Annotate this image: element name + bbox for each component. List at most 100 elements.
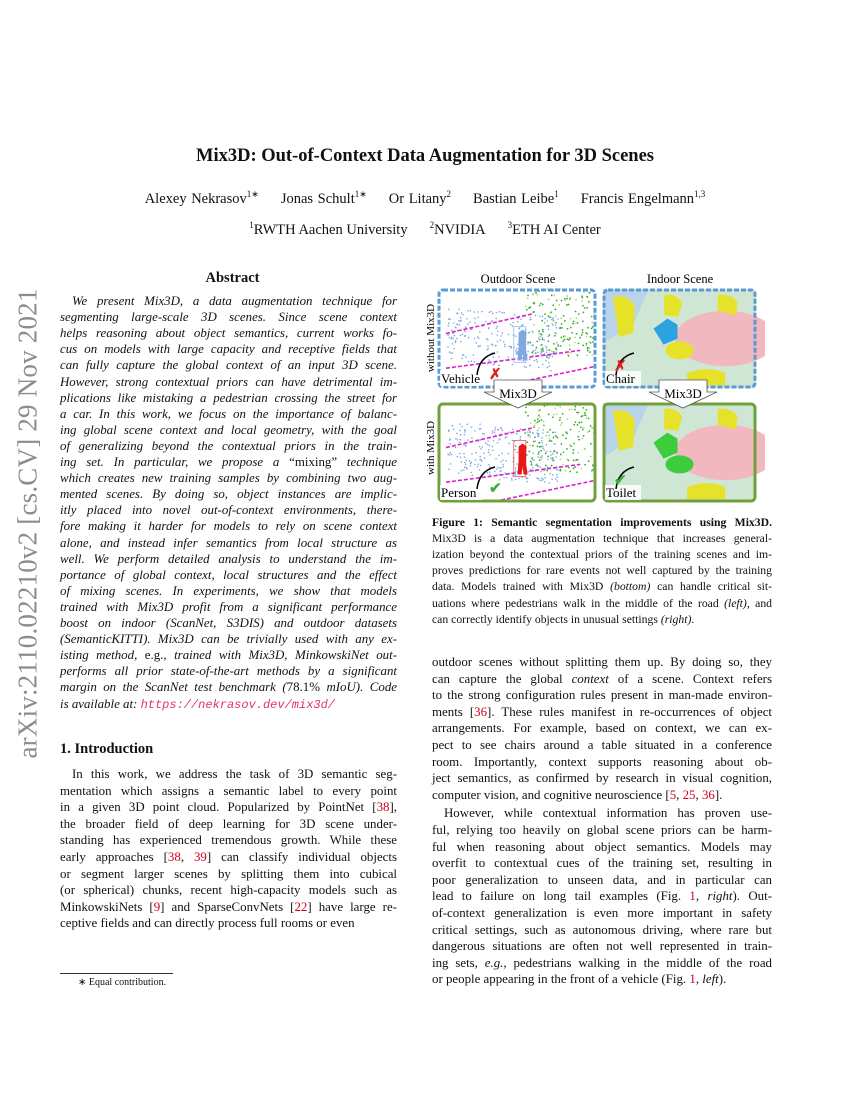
- vegetation-point: [531, 458, 534, 461]
- vehicle-point: [554, 331, 556, 334]
- vehicle-point: [534, 440, 536, 442]
- vegetation-point: [528, 433, 531, 436]
- vegetation-point: [589, 455, 592, 458]
- vehicle-point: [537, 366, 540, 369]
- vehicle-point: [480, 459, 482, 461]
- chair: [613, 410, 635, 451]
- vehicle-point: [499, 438, 501, 440]
- vegetation-point: [591, 469, 593, 472]
- vehicle-point: [548, 361, 550, 364]
- vehicle-point: [528, 364, 531, 367]
- vegetation-point: [532, 292, 535, 295]
- vehicle-point: [487, 347, 489, 350]
- vehicle-point: [551, 453, 554, 455]
- vehicle-point: [474, 430, 476, 432]
- vegetation-point: [585, 342, 588, 345]
- vegetation-point: [568, 348, 571, 351]
- vegetation-point: [534, 352, 537, 355]
- vehicle-point: [495, 317, 497, 320]
- vegetation-point: [540, 445, 542, 448]
- vehicle-point: [511, 428, 514, 431]
- vegetation-point: [542, 420, 545, 423]
- vehicle-point: [450, 336, 453, 339]
- text-line: poor generalization to unseen data, and …: [432, 872, 772, 887]
- vegetation-point: [559, 345, 562, 347]
- vehicle-point: [547, 335, 550, 338]
- vegetation-point: [574, 421, 577, 424]
- vegetation-point: [569, 296, 572, 299]
- text-line: critical settings, such as autonomous dr…: [432, 922, 772, 937]
- vehicle-point: [529, 430, 531, 433]
- vehicle-point: [464, 428, 466, 431]
- vehicle-point: [464, 444, 467, 447]
- table: [674, 424, 765, 481]
- vehicle-point: [508, 345, 511, 348]
- vehicle-point: [498, 478, 501, 481]
- vehicle-point: [511, 479, 513, 481]
- text-line: ments [36]. These rules manifest in re-o…: [432, 704, 772, 719]
- vehicle-point: [483, 433, 486, 435]
- vehicle-point: [483, 457, 486, 459]
- vehicle-point: [496, 340, 499, 343]
- bounding-box: [513, 326, 527, 363]
- toilet-bowl: [665, 341, 694, 360]
- text-line: of mixing scenes. In experiments, we sho…: [60, 583, 397, 598]
- vegetation-point: [538, 304, 541, 307]
- vehicle-point: [514, 470, 517, 472]
- vehicle-point: [541, 344, 544, 346]
- vehicle-point: [511, 363, 514, 366]
- vehicle-point: [526, 477, 529, 479]
- vegetation-point: [591, 326, 594, 328]
- vegetation-point: [544, 464, 547, 467]
- text-line: We present Mix3D, a data augmentation te…: [72, 294, 397, 308]
- vegetation-point: [569, 428, 572, 431]
- vegetation-point: [582, 311, 585, 314]
- vehicle-point: [463, 456, 466, 459]
- text-line: room. Importantly, context supports reas…: [432, 754, 772, 769]
- vegetation-point: [534, 436, 536, 439]
- vehicle-point: [546, 458, 549, 461]
- vehicle-point: [491, 312, 494, 315]
- toilet-bowl: [665, 455, 694, 474]
- vegetation-point: [580, 333, 583, 336]
- vegetation-point: [552, 413, 555, 416]
- vegetation-point: [581, 428, 584, 431]
- vegetation-point: [538, 330, 540, 333]
- chair: [717, 408, 738, 429]
- vehicle-point: [491, 344, 494, 347]
- vehicle-point: [465, 466, 468, 469]
- vehicle-point: [468, 460, 471, 462]
- vegetation-point: [586, 431, 589, 433]
- vegetation-point: [561, 327, 563, 329]
- text-line: In this work, we address the task of 3D …: [72, 767, 397, 781]
- vehicle-point: [449, 438, 452, 440]
- vegetation-point: [555, 413, 558, 416]
- vehicle-point: [535, 358, 538, 361]
- vegetation-point: [571, 331, 574, 334]
- vegetation-point: [586, 349, 589, 352]
- vegetation-point: [558, 419, 561, 421]
- vegetation-point: [528, 450, 531, 453]
- vegetation-point: [555, 451, 558, 453]
- vegetation-point: [579, 336, 582, 339]
- vehicle-point: [550, 454, 552, 456]
- vehicle-point: [543, 481, 546, 483]
- pointer-arrow: [476, 352, 496, 376]
- vegetation-point: [559, 458, 562, 461]
- vehicle-point: [549, 316, 552, 319]
- vehicle-point: [489, 454, 492, 456]
- vegetation-point: [562, 340, 565, 342]
- vegetation-point: [562, 434, 564, 437]
- vehicle-point: [555, 468, 558, 471]
- vegetation-point: [566, 295, 569, 297]
- vegetation-point: [587, 460, 590, 463]
- vegetation-point: [569, 317, 572, 320]
- vehicle-point: [484, 441, 487, 444]
- vehicle-point: [547, 328, 550, 331]
- vehicle-point: [493, 362, 495, 365]
- vegetation-point: [528, 307, 530, 309]
- code-link[interactable]: https://nekrasov.dev/mix3d/: [140, 697, 335, 712]
- vehicle-point: [539, 456, 542, 459]
- vegetation-point: [578, 430, 580, 433]
- vegetation-point: [538, 420, 541, 422]
